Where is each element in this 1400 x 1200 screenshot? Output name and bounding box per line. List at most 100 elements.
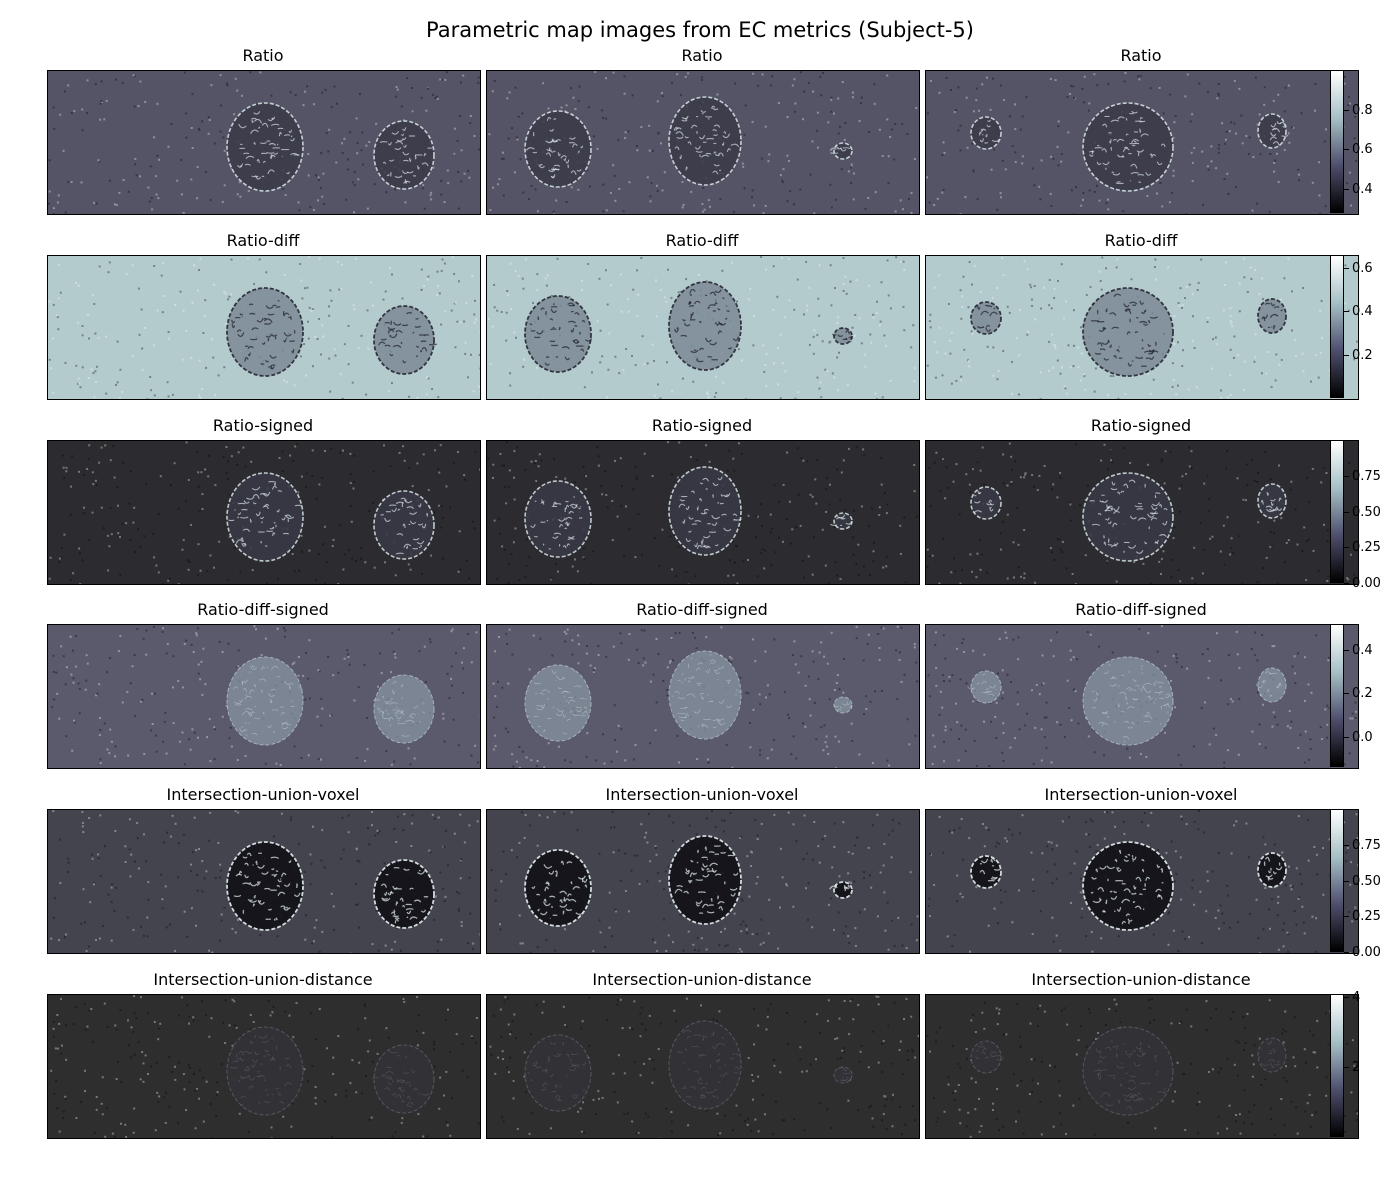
metric-row-ratio: Ratio Ratio Ratio 0.8 0.6 0.4	[0, 46, 1400, 231]
map-panel	[925, 994, 1359, 1139]
panel-title: Ratio	[681, 46, 723, 65]
brain-slice	[372, 674, 435, 744]
colorbar-tick-label: 4	[1352, 990, 1361, 1006]
brain-slice	[524, 849, 592, 927]
map-panel	[925, 70, 1359, 215]
brain-slice	[970, 1040, 1005, 1074]
parametric-map-image	[487, 625, 919, 768]
colorbar-tick-label: 0.4	[1352, 304, 1373, 320]
colorbar-tick	[1344, 844, 1349, 846]
parametric-map-image	[48, 810, 480, 953]
parametric-map-image	[48, 995, 480, 1138]
panel-title: Ratio	[1120, 46, 1162, 65]
brain-slice	[226, 656, 304, 746]
brain-slice	[1257, 113, 1289, 149]
parametric-map-image	[48, 441, 480, 584]
brain-slice	[1255, 667, 1287, 703]
brain-slice	[829, 142, 853, 160]
panel-title: Ratio-diff-signed	[636, 600, 768, 619]
brain-slice	[970, 116, 1002, 150]
colorbar	[1330, 624, 1344, 767]
colorbar-tick	[1344, 583, 1349, 584]
panel-title: Ratio-diff	[226, 231, 300, 250]
colorbar-tick-label: 0.0	[1352, 729, 1373, 745]
colorbar-tick	[1344, 354, 1349, 356]
brain-slice	[1257, 298, 1287, 334]
map-panel	[47, 809, 481, 954]
colorbar-tick-label: 0.75	[1352, 468, 1381, 484]
panel-title: Ratio-diff-signed	[197, 600, 329, 619]
brain-slice	[524, 295, 593, 373]
brain-slice	[833, 696, 853, 714]
panel-title: Ratio	[242, 46, 284, 65]
colorbar-tick-label: 0.2	[1352, 686, 1373, 702]
brain-slice	[371, 1044, 435, 1114]
colorbar-tick-label: 0.00	[1352, 576, 1381, 591]
colorbar-tick-label: 0.4	[1352, 182, 1373, 198]
colorbar-tick	[1344, 1067, 1349, 1069]
colorbar-tick	[1344, 693, 1349, 695]
parametric-map-image	[926, 71, 1358, 214]
brain-slice	[373, 490, 435, 560]
parametric-map-image	[48, 256, 480, 399]
panel-title: Intersection-union-voxel	[166, 785, 360, 804]
colorbar-tick	[1344, 268, 1349, 269]
colorbar	[1330, 440, 1344, 583]
colorbar-tick	[1344, 475, 1349, 477]
parametric-map-image	[926, 256, 1358, 399]
map-panel	[486, 809, 920, 954]
brain-slice	[829, 881, 853, 899]
map-panel	[925, 624, 1359, 769]
colorbar-tick-label: 0.25	[1352, 909, 1381, 925]
panel-title: Intersection-union-distance	[153, 970, 373, 989]
brain-slice	[373, 305, 438, 375]
metric-row-ratio-diff: Ratio-diff Ratio-diff Ratio-diff 0.6 0.4 0.2	[0, 231, 1400, 416]
brain-slice	[226, 841, 304, 931]
colorbar-tick	[1344, 952, 1349, 953]
brain-slice	[970, 855, 1002, 889]
colorbar	[1330, 70, 1344, 213]
colorbar-tick	[1344, 311, 1349, 313]
colorbar-tick-label: 0.50	[1352, 504, 1381, 520]
panel-title: Intersection-union-voxel	[605, 785, 799, 804]
map-panel	[47, 624, 481, 769]
parametric-map-image	[926, 625, 1358, 768]
parametric-map-image	[487, 995, 919, 1138]
colorbar-tick	[1344, 650, 1349, 651]
colorbar	[1330, 809, 1344, 952]
map-panel	[47, 70, 481, 215]
brain-slice	[668, 835, 742, 925]
parametric-map-image	[48, 71, 480, 214]
panel-title: Ratio-diff	[1104, 231, 1178, 250]
parametric-map-image	[926, 995, 1358, 1138]
colorbar	[1330, 994, 1344, 1137]
map-panel	[47, 255, 481, 400]
colorbar	[1330, 255, 1344, 398]
colorbar-tick	[1344, 189, 1349, 191]
parametric-map-image	[926, 810, 1358, 953]
brain-slice	[226, 472, 304, 562]
brain-slice	[226, 287, 304, 377]
colorbar-tick-label: 0.25	[1352, 540, 1381, 556]
map-panel	[925, 255, 1359, 400]
brain-slice	[967, 670, 1002, 704]
colorbar-tick	[1344, 736, 1349, 738]
brain-slice	[1082, 102, 1174, 192]
brain-slice	[226, 1026, 304, 1116]
panel-title: Ratio-signed	[1090, 416, 1192, 435]
metric-row-ratio-signed: Ratio-signed Ratio-signed Ratio-signed 0.75…	[0, 416, 1400, 601]
brain-slice	[970, 301, 1002, 335]
colorbar-tick-label: 2	[1352, 1060, 1361, 1076]
brain-slice	[226, 102, 304, 192]
map-panel	[486, 994, 920, 1139]
panel-title: Ratio-signed	[212, 416, 314, 435]
brain-slice	[373, 120, 435, 190]
brain-slice	[1082, 472, 1174, 562]
brain-slice	[970, 486, 1002, 520]
parametric-map-image	[48, 625, 480, 768]
brain-slice	[524, 664, 592, 742]
colorbar-tick	[1344, 511, 1349, 513]
brain-slice	[668, 1020, 742, 1110]
brain-slice	[1257, 483, 1287, 519]
metric-row-ratio-diff-signed: Ratio-diff-signed Ratio-diff-signed Ratio-…	[0, 600, 1400, 785]
